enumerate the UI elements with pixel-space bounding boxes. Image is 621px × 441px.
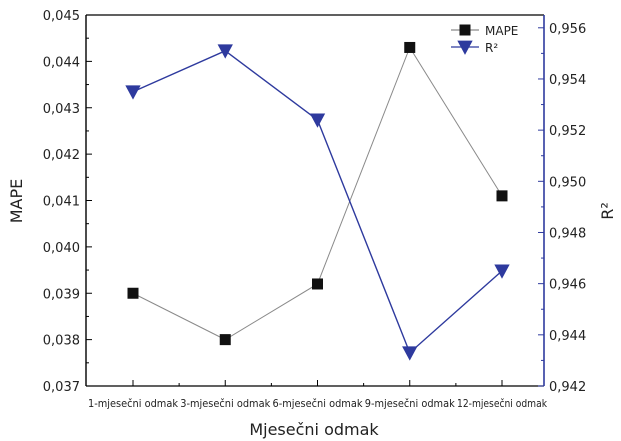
series-marker-mape — [496, 190, 508, 202]
left-y-axis-title: MAPE — [7, 179, 26, 224]
left-tick-label: 0,039 — [43, 287, 80, 302]
left-tick-label: 0,042 — [43, 148, 80, 163]
right-tick-label: 0,954 — [549, 73, 586, 88]
left-tick-label: 0,045 — [43, 9, 80, 24]
left-y-axis: 0,037 0,038 0,039 0,040 0,041 0,042 0,043 0,044… — [43, 9, 92, 395]
plot-frame — [86, 14, 544, 387]
right-y-axis-title: R² — [598, 202, 617, 220]
right-tick-label: 0,946 — [549, 278, 586, 293]
x-tick-label: 1-mjesečni odmak — [88, 397, 179, 410]
series-layer — [125, 41, 510, 361]
series-line-mape — [132, 46, 503, 341]
series-marker-r2 — [125, 85, 141, 100]
right-tick-label: 0,950 — [549, 175, 586, 190]
series-marker-r2 — [402, 346, 418, 361]
left-tick-label: 0,043 — [43, 102, 80, 117]
legend-marker-r2 — [457, 40, 473, 55]
x-tick-label: 3-mjesečni odmak — [180, 397, 271, 410]
x-axis-title: Mjesečni odmak — [249, 420, 379, 439]
right-tick-label: 0,944 — [549, 329, 586, 344]
legend-label-r2: R² — [485, 41, 498, 55]
left-tick-label: 0,038 — [43, 334, 80, 349]
series-marker-mape — [127, 287, 139, 299]
legend: MAPE R² — [451, 24, 518, 55]
left-tick-label: 0,041 — [43, 195, 80, 210]
legend-label-mape: MAPE — [485, 24, 518, 38]
legend-marker-mape — [459, 24, 471, 36]
series-marker-mape — [404, 41, 416, 53]
right-tick-label: 0,952 — [549, 124, 586, 139]
right-y-axis: 0,942 0,944 0,946 0,948 0,950 0,952 0,954 0,956 — [538, 15, 586, 395]
series-line-r2 — [132, 50, 503, 354]
x-axis: 1-mjesečni odmak 3-mjesečni odmak 6-mjeseč… — [88, 380, 548, 410]
left-tick-label: 0,037 — [43, 380, 80, 395]
left-tick-label: 0,044 — [43, 55, 80, 70]
x-tick-label: 12-mjesečni odmak — [457, 397, 548, 410]
right-tick-label: 0,948 — [549, 226, 586, 241]
right-tick-label: 0,942 — [549, 380, 586, 395]
series-marker-r2 — [494, 264, 510, 279]
series-marker-mape — [219, 334, 231, 346]
x-tick-label: 6-mjesečni odmak — [273, 397, 364, 410]
left-tick-label: 0,040 — [43, 241, 80, 256]
x-tick-label: 9-mjesečni odmak — [365, 397, 456, 410]
series-marker-r2 — [217, 44, 233, 59]
right-tick-label: 0,956 — [549, 22, 586, 37]
series-marker-r2 — [309, 113, 326, 128]
series-marker-mape — [312, 278, 323, 290]
